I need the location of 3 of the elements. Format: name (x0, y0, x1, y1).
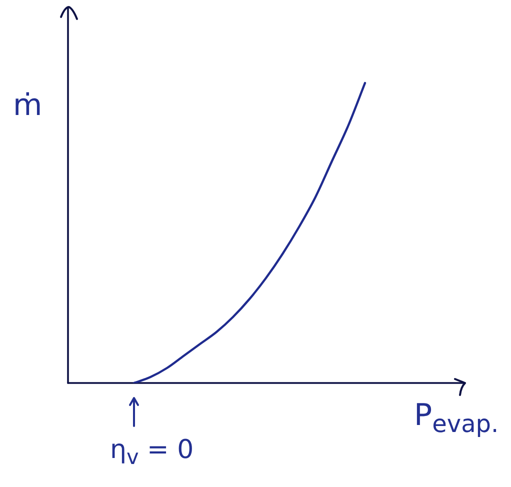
x-axis-title: P$_{evap.}$ (414, 398, 499, 438)
y-axis-title: ṁ (13, 88, 42, 122)
text: η$_{v}$ = 0 (110, 435, 194, 470)
